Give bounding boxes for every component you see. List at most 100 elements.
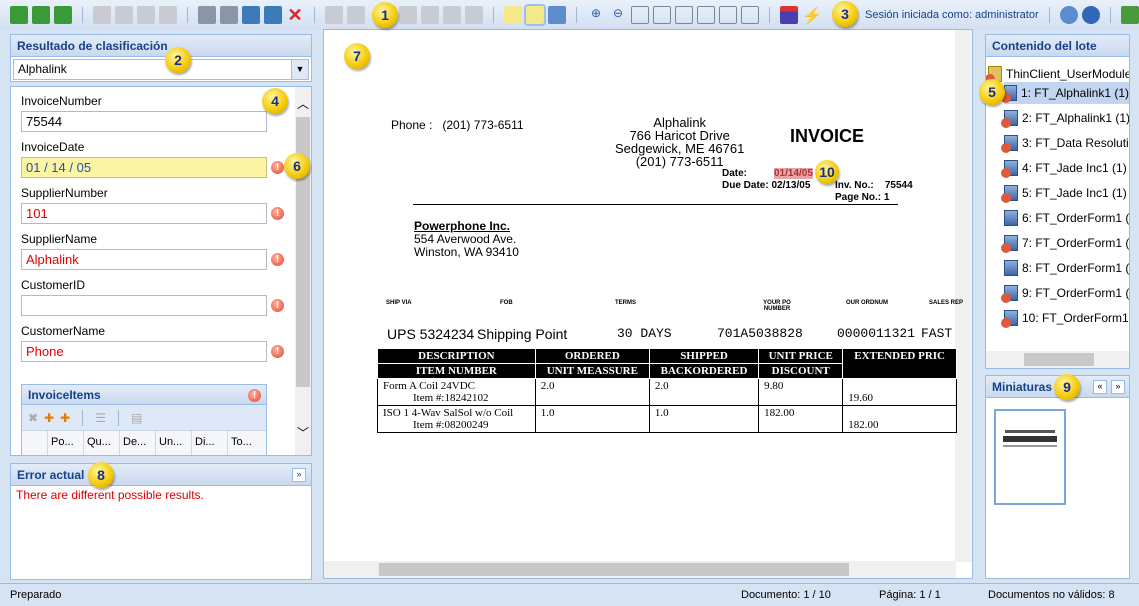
batch-item[interactable]: 9: FT_OrderForm1 (1	[1001, 282, 1129, 304]
delete-row-icon[interactable]: ✖	[28, 410, 39, 425]
prev-doc-icon[interactable]	[421, 6, 439, 24]
rows-icon[interactable]: ☰	[95, 410, 106, 425]
fit-height-icon[interactable]	[675, 6, 693, 24]
first-doc-icon[interactable]	[198, 6, 216, 24]
batch-item[interactable]: 2: FT_Alphalink1 (1)	[1001, 107, 1129, 129]
ship-header: SALES REP	[928, 300, 963, 306]
callout-badge-10: 10	[815, 160, 839, 184]
error-icon: !	[271, 207, 284, 220]
first-doc-icon[interactable]	[399, 6, 417, 24]
table-icon[interactable]: ▤	[130, 410, 143, 425]
field-input[interactable]: 101	[21, 203, 267, 224]
rotate-icon[interactable]	[741, 6, 759, 24]
scroll-thumb[interactable]	[296, 117, 310, 387]
horizontal-scrollbar[interactable]	[324, 561, 956, 578]
fit-width-icon[interactable]	[653, 6, 671, 24]
grid-column-header[interactable]: Un...	[155, 431, 191, 455]
grid-column-header[interactable]: Qu...	[83, 431, 119, 455]
insert-row-icon[interactable]: ✚	[60, 410, 71, 425]
error-icon: !	[271, 253, 284, 266]
prev-doc-icon[interactable]	[220, 6, 238, 24]
lightning-icon[interactable]: ⚡	[802, 8, 822, 25]
field-input[interactable]: Phone	[21, 341, 267, 362]
batch-close-icon[interactable]	[54, 6, 72, 24]
zoom-out-icon[interactable]: ⊖	[612, 6, 624, 20]
toolbar: ✕ ⊕ ⊖ ⚡ Sesión iniciada como: administra…	[0, 0, 1139, 30]
filter-icon[interactable]	[780, 6, 798, 24]
fields-scrollbar[interactable]: ︿ ﹀	[295, 87, 311, 455]
field-input[interactable]: 01 / 14 / 05	[21, 157, 267, 178]
new-doc-icon[interactable]	[325, 6, 343, 24]
vertical-scrollbar[interactable]	[955, 30, 972, 562]
ship-value: Shipping Point	[477, 326, 568, 342]
chevron-down-icon[interactable]: ▼	[291, 60, 308, 79]
info-icon[interactable]	[1081, 6, 1100, 24]
classification-select[interactable]: Alphalink ▼	[13, 59, 309, 80]
collapse-left-icon[interactable]: «	[1093, 380, 1107, 394]
batch-open-icon[interactable]	[10, 6, 28, 24]
field-input[interactable]: 75544	[21, 111, 267, 132]
search-doc-icon[interactable]	[548, 6, 566, 24]
document-viewer[interactable]	[323, 29, 973, 579]
ship-value: 30 DAYS	[617, 326, 672, 341]
exit-icon[interactable]	[1120, 6, 1139, 24]
doc-supplier-address: Alphalink 766 Haricot Drive Sedgewick, ME …	[615, 115, 745, 169]
chevron-down-icon[interactable]: ﹀	[297, 426, 310, 440]
last-doc-icon[interactable]	[465, 6, 483, 24]
split-doc-icon[interactable]	[347, 6, 365, 24]
collapse-icon[interactable]: »	[292, 468, 306, 482]
document-icon	[1001, 135, 1018, 153]
next-doc-icon[interactable]	[242, 6, 260, 24]
batch-item[interactable]: 8: FT_OrderForm1 (1	[1004, 257, 1129, 279]
field-input[interactable]: Alphalink	[21, 249, 267, 270]
prev-batch-icon[interactable]	[115, 6, 133, 24]
next-batch-icon[interactable]	[137, 6, 155, 24]
zoom-in-icon[interactable]: ⊕	[590, 6, 602, 20]
batch-item[interactable]: 4: FT_Jade Inc1 (1)	[1001, 157, 1127, 179]
last-doc-icon[interactable]	[264, 6, 282, 24]
grid-column-header[interactable]: Di...	[191, 431, 227, 455]
field-label: CustomerName	[21, 324, 106, 338]
grid-column-header[interactable]: De...	[119, 431, 155, 455]
field-label: SupplierName	[21, 232, 98, 246]
collapse-icon[interactable]: »	[1111, 380, 1125, 394]
rotate-left-icon[interactable]	[697, 6, 715, 24]
batch-suspend-icon[interactable]	[32, 6, 50, 24]
ship-value: 0000011321	[837, 326, 916, 341]
ship-header: TERMS	[615, 300, 636, 306]
batch-h-scrollbar[interactable]	[986, 351, 1129, 368]
thumbnail-page-1[interactable]	[994, 409, 1066, 505]
first-batch-icon[interactable]	[93, 6, 111, 24]
field-input[interactable]	[21, 295, 267, 316]
grid-column-header[interactable]: Po...	[47, 431, 83, 455]
grid-column-header[interactable]: To...	[227, 431, 263, 455]
error-icon: !	[271, 345, 284, 358]
invoice-items-grid: InvoiceItems ! ✖ ✚ ✚ ☰ ▤ Po... Qu... De...…	[21, 384, 267, 455]
ship-value: FAST	[921, 326, 953, 341]
chevron-up-icon[interactable]: ︿	[297, 97, 310, 111]
error-panel-title: Error actual	[11, 464, 311, 486]
batch-item[interactable]: 7: FT_OrderForm1 (1	[1001, 232, 1129, 254]
rotate-right-icon[interactable]	[719, 6, 737, 24]
batch-item[interactable]: 3: FT_Data Resolution	[1001, 132, 1129, 154]
ship-header: SHIP VIA	[386, 300, 412, 306]
batch-item[interactable]: 6: FT_OrderForm1 (1	[1004, 207, 1129, 229]
next-doc-icon[interactable]	[443, 6, 461, 24]
last-batch-icon[interactable]	[159, 6, 177, 24]
batch-item[interactable]: 10: FT_OrderForm1 (	[1001, 307, 1129, 329]
delete-icon[interactable]: ✕	[287, 5, 303, 25]
add-note-icon[interactable]	[504, 6, 522, 24]
ship-header: OUR ORDNUM	[846, 300, 888, 306]
note-icon[interactable]	[524, 4, 546, 26]
help-icon[interactable]	[1059, 6, 1078, 24]
batch-item[interactable]: 5: FT_Jade Inc1 (1)	[1001, 182, 1127, 204]
document-icon	[1001, 235, 1018, 253]
h-scroll-thumb[interactable]	[379, 563, 849, 576]
add-row-icon[interactable]: ✚	[44, 410, 55, 425]
batch-item[interactable]: 1: FT_Alphalink1 (1)	[1001, 82, 1129, 104]
table-header: DISCOUNT	[758, 363, 844, 379]
callout-badge-8: 8	[88, 462, 114, 488]
error-message: There are different possible results.	[16, 488, 204, 502]
fit-page-icon[interactable]	[631, 6, 649, 24]
document-icon	[1004, 260, 1018, 276]
